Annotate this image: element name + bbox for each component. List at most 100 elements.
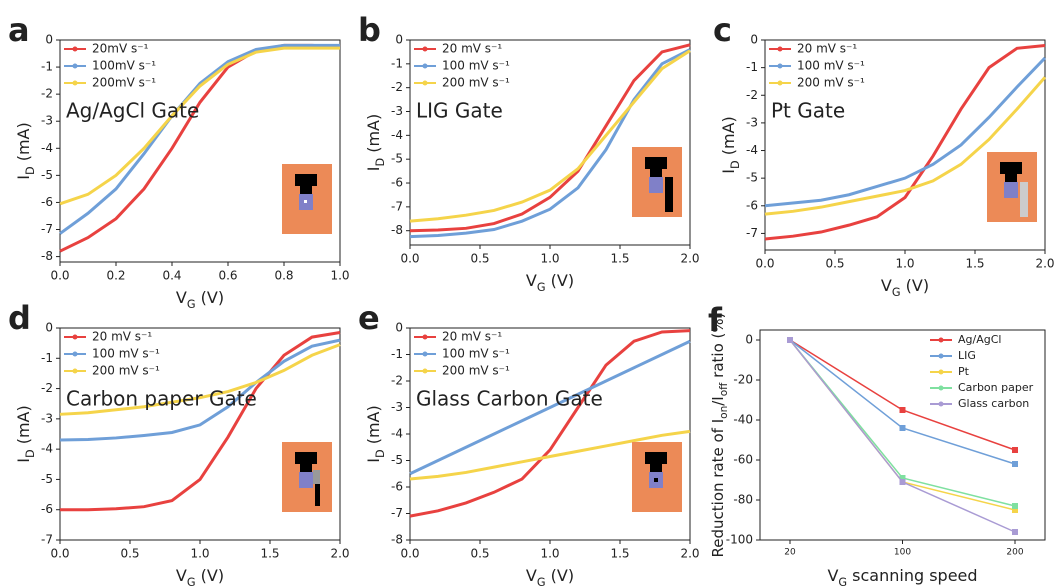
annotation: Ag/AgCl Gate (66, 99, 199, 123)
legend-label: 100 mV s⁻¹ (442, 347, 510, 361)
x-tick-label: 0.6 (218, 269, 237, 283)
legend-label: 200 mV s⁻¹ (797, 76, 865, 90)
legend-swatch (72, 46, 78, 52)
legend-swatch (938, 401, 944, 407)
x-tick-label: 1.0 (330, 269, 349, 283)
y-axis-label-part: (mA) (14, 122, 33, 166)
annotation: Pt Gate (771, 99, 845, 123)
y-tick-label: -1 (746, 60, 758, 74)
series-line (59, 338, 341, 442)
y-tick-label: -6 (391, 176, 403, 190)
y-tick-label: -6 (41, 195, 53, 209)
x-axis-label-part: scanning speed (847, 566, 977, 585)
device-icon (295, 174, 317, 186)
legend-label: 100mV s⁻¹ (92, 59, 156, 73)
y-axis-label-part: I (364, 458, 383, 463)
y-tick-label: -2 (41, 381, 53, 395)
y-axis-label-part: D (374, 158, 387, 167)
series-line (409, 329, 691, 518)
legend-swatch (422, 351, 428, 357)
series-line (409, 49, 691, 223)
legend-swatch (72, 80, 78, 86)
y-axis-label: ID (mA) (364, 114, 387, 171)
y-tick-label: -5 (391, 453, 403, 467)
device-icon (650, 169, 662, 177)
y-tick-label: 0 (745, 333, 753, 347)
y-tick-label: -4 (391, 427, 403, 441)
legend-label: 20mV s⁻¹ (92, 42, 149, 56)
y-axis-label-part: D (729, 160, 742, 169)
x-tick-label: 0.0 (755, 257, 774, 271)
legend-label: Ag/AgCl (958, 333, 1001, 346)
panel-label: e (358, 299, 380, 337)
x-tick-label: 200 (1006, 548, 1023, 558)
x-tick-label: 0.5 (470, 547, 489, 561)
x-axis-label-part: (V) (901, 276, 930, 295)
annotation: Glass Carbon Gate (416, 387, 603, 411)
series-line (59, 343, 341, 416)
legend-swatch (422, 46, 428, 52)
device-icon (645, 157, 667, 169)
series-line (764, 76, 1047, 216)
y-axis-label-part: /I (709, 396, 727, 405)
legend-swatch (938, 385, 944, 391)
y-tick-label: 0 (395, 321, 403, 335)
y-tick-label: -2 (391, 80, 403, 94)
x-tick-label: 1.0 (190, 547, 209, 561)
x-axis-label-part: V (881, 276, 892, 295)
legend-label: 200 mV s⁻¹ (442, 76, 510, 90)
y-tick-label: 0 (45, 33, 53, 47)
y-tick-label: -7 (41, 222, 53, 236)
series-line (764, 56, 1047, 208)
y-tick-label: -4 (41, 141, 53, 155)
marker (899, 407, 906, 413)
y-tick-label: -7 (41, 533, 53, 547)
y-tick-label: -8 (391, 533, 403, 547)
annotation: LIG Gate (416, 99, 503, 123)
legend-swatch (72, 334, 78, 340)
marker (1012, 447, 1018, 453)
x-axis-label-part: (V) (196, 288, 225, 307)
legend-swatch (72, 351, 78, 357)
y-axis-label-part: I (364, 167, 383, 172)
device-icon (665, 177, 673, 212)
y-tick-label: -4 (746, 143, 758, 157)
legend-label: 200mV s⁻¹ (92, 76, 156, 90)
device-icon (1005, 174, 1017, 182)
x-tick-label: 0.2 (106, 269, 125, 283)
y-axis-label-part: (mA) (364, 405, 383, 449)
device-icon (1000, 162, 1022, 174)
series-line (409, 429, 691, 481)
marker (1012, 503, 1018, 509)
y-axis-label-part: ratio (%) (709, 313, 727, 383)
y-tick-label: 0 (750, 33, 758, 47)
series-line (789, 339, 1016, 533)
y-tick-label: 0 (45, 321, 53, 335)
panel-label: f (708, 301, 723, 339)
x-tick-label: 0.0 (400, 547, 419, 561)
marker (787, 337, 793, 343)
y-tick-label: -2 (746, 88, 758, 102)
device-icon (1004, 182, 1018, 198)
x-axis-label: VG (V) (526, 566, 574, 587)
device-icon (295, 452, 317, 464)
x-tick-label: 1.0 (895, 257, 914, 271)
y-tick-label: -60 (733, 453, 753, 467)
x-axis-label-part: V (176, 566, 187, 585)
marker (899, 479, 906, 485)
y-tick-label: -3 (41, 114, 53, 128)
x-tick-label: 0.5 (120, 547, 139, 561)
device-icon (654, 478, 658, 482)
device-icon (299, 472, 313, 488)
y-tick-label: -20 (733, 373, 753, 387)
x-axis-label-part: G (892, 286, 901, 299)
x-axis-label-part: (V) (546, 566, 575, 585)
y-axis-label: ID (mA) (364, 405, 387, 462)
x-tick-label: 0.0 (400, 252, 419, 266)
legend-swatch (777, 46, 783, 52)
marker (1012, 461, 1018, 467)
series-line (409, 43, 691, 233)
device-icon (300, 464, 312, 472)
x-axis-label-part: V (176, 288, 187, 307)
